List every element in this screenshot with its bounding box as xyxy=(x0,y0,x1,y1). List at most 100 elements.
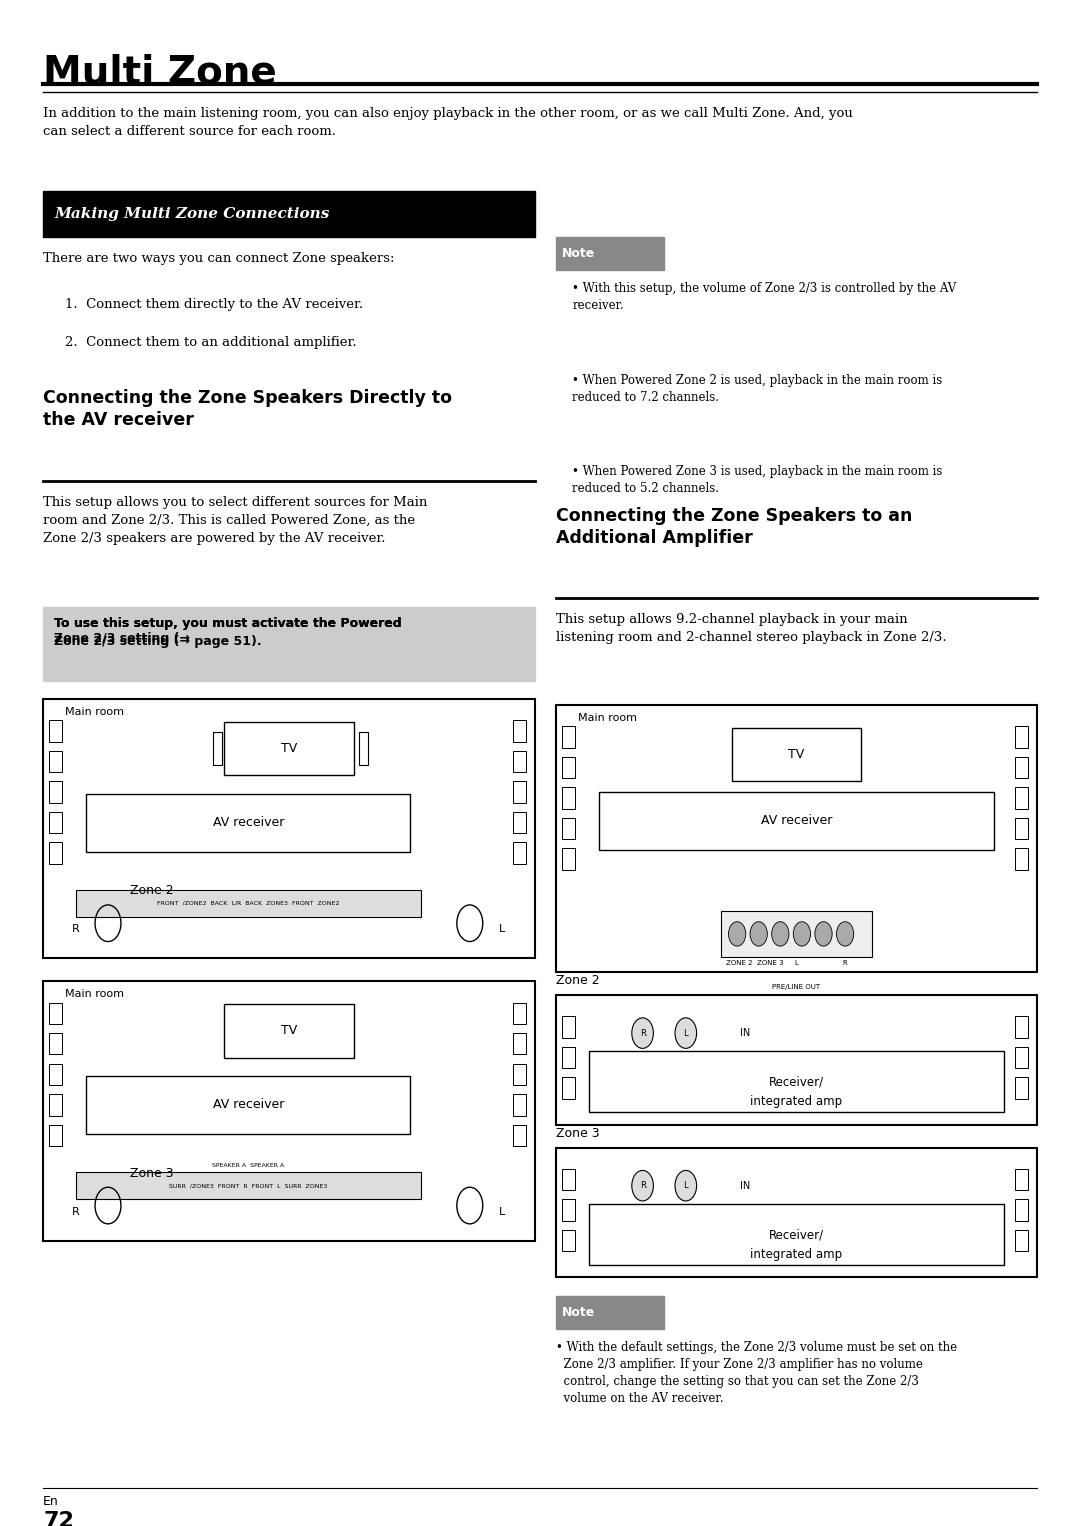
Text: PRE/LINE OUT: PRE/LINE OUT xyxy=(772,984,821,990)
Bar xyxy=(513,1003,526,1024)
Circle shape xyxy=(751,922,768,946)
Bar xyxy=(1015,1077,1028,1099)
Text: 72: 72 xyxy=(43,1511,75,1526)
Bar xyxy=(76,1172,421,1199)
Text: To use this setup, you must activate the Powered
Zone 2/3 setting (→: To use this setup, you must activate the… xyxy=(54,617,402,644)
Text: • With this setup, the volume of Zone 2/3 is controlled by the AV
receiver.: • With this setup, the volume of Zone 2/… xyxy=(572,282,957,313)
Circle shape xyxy=(772,922,788,946)
Bar xyxy=(1015,1169,1028,1190)
Bar xyxy=(562,848,575,870)
Text: En: En xyxy=(43,1495,59,1509)
Text: Main room: Main room xyxy=(578,713,637,723)
Bar xyxy=(589,1204,1004,1265)
Text: Connecting the Zone Speakers Directly to
the AV receiver: Connecting the Zone Speakers Directly to… xyxy=(43,389,453,429)
Bar xyxy=(43,981,535,1241)
Bar xyxy=(556,705,1037,972)
Text: integrated amp: integrated amp xyxy=(751,1096,842,1108)
Text: Multi Zone: Multi Zone xyxy=(43,53,276,92)
Bar xyxy=(43,607,535,681)
Bar xyxy=(721,911,873,957)
Text: Zone 2: Zone 2 xyxy=(556,974,599,987)
Text: Connecting the Zone Speakers to an
Additional Amplifier: Connecting the Zone Speakers to an Addit… xyxy=(556,507,913,546)
Text: 1.  Connect them directly to the AV receiver.: 1. Connect them directly to the AV recei… xyxy=(65,298,363,311)
Text: R: R xyxy=(639,1181,646,1190)
Bar xyxy=(556,1296,664,1329)
Bar xyxy=(562,1230,575,1251)
Text: SPEAKER A  SPEAKER A: SPEAKER A SPEAKER A xyxy=(213,1163,284,1169)
Bar xyxy=(562,1047,575,1068)
Circle shape xyxy=(632,1170,653,1201)
Bar xyxy=(1015,757,1028,778)
Text: 2.  Connect them to an additional amplifier.: 2. Connect them to an additional amplifi… xyxy=(65,336,356,349)
Bar xyxy=(562,757,575,778)
Text: TV: TV xyxy=(281,742,297,755)
Bar xyxy=(49,720,62,742)
Bar xyxy=(49,1125,62,1146)
Bar xyxy=(49,781,62,803)
Text: • When Powered Zone 2 is used, playback in the main room is
reduced to 7.2 chann: • When Powered Zone 2 is used, playback … xyxy=(572,374,943,404)
Bar xyxy=(86,794,410,852)
Bar xyxy=(556,237,664,270)
Bar xyxy=(359,732,367,765)
Text: Receiver/: Receiver/ xyxy=(769,1076,824,1088)
Bar xyxy=(1015,1199,1028,1221)
Circle shape xyxy=(632,1018,653,1048)
Text: Zone 2: Zone 2 xyxy=(130,884,173,897)
Circle shape xyxy=(675,1170,697,1201)
Bar xyxy=(1015,787,1028,809)
Text: To use this setup, you must activate the Powered
Zone 2/3 setting (→ page 51).: To use this setup, you must activate the… xyxy=(54,617,402,644)
Bar xyxy=(76,890,421,917)
Bar xyxy=(513,1094,526,1116)
Circle shape xyxy=(793,922,810,946)
Bar xyxy=(214,732,222,765)
Text: Main room: Main room xyxy=(65,707,124,717)
Bar xyxy=(556,995,1037,1125)
Text: L: L xyxy=(684,1029,688,1038)
Text: This setup allows you to select different sources for Main
room and Zone 2/3. Th: This setup allows you to select differen… xyxy=(43,496,428,545)
Text: • With the default settings, the Zone 2/3 volume must be set on the
  Zone 2/3 a: • With the default settings, the Zone 2/… xyxy=(556,1341,957,1405)
Bar xyxy=(43,699,535,958)
Bar xyxy=(556,1148,1037,1277)
Bar xyxy=(49,1094,62,1116)
Bar xyxy=(732,728,862,781)
Bar xyxy=(562,726,575,748)
Text: L: L xyxy=(795,960,798,966)
Text: R: R xyxy=(842,960,848,966)
Bar xyxy=(49,1003,62,1024)
Circle shape xyxy=(675,1018,697,1048)
Bar xyxy=(513,1125,526,1146)
Bar xyxy=(1015,1047,1028,1068)
Text: SURR  /ZONE3  FRONT  R  FRONT  L  SURR  ZONE3: SURR /ZONE3 FRONT R FRONT L SURR ZONE3 xyxy=(170,1183,327,1189)
Text: R: R xyxy=(71,1207,80,1216)
Text: There are two ways you can connect Zone speakers:: There are two ways you can connect Zone … xyxy=(43,252,394,266)
Bar xyxy=(225,722,354,775)
Text: AV receiver: AV receiver xyxy=(213,1099,284,1111)
Text: IN: IN xyxy=(740,1181,750,1190)
Bar xyxy=(1015,1230,1028,1251)
Text: Note: Note xyxy=(562,247,595,259)
Text: Main room: Main room xyxy=(65,989,124,1000)
Text: • When Powered Zone 3 is used, playback in the main room is
reduced to 5.2 chann: • When Powered Zone 3 is used, playback … xyxy=(572,465,943,496)
Bar xyxy=(599,792,994,850)
Bar xyxy=(589,1051,1004,1112)
Bar xyxy=(49,1064,62,1085)
Text: TV: TV xyxy=(788,748,805,761)
Text: Zone 3: Zone 3 xyxy=(556,1126,599,1140)
Bar xyxy=(562,1169,575,1190)
Bar xyxy=(513,1064,526,1085)
Bar xyxy=(562,787,575,809)
Bar xyxy=(562,818,575,839)
Bar xyxy=(49,751,62,772)
Bar xyxy=(1015,726,1028,748)
Text: Zone 3: Zone 3 xyxy=(130,1166,173,1180)
Bar xyxy=(49,842,62,864)
Text: ZONE 2  ZONE 3: ZONE 2 ZONE 3 xyxy=(726,960,784,966)
Bar xyxy=(513,812,526,833)
Bar xyxy=(513,842,526,864)
Text: To use this setup, you must activate the Powered
Zone 2/3 setting (→ page 51).: To use this setup, you must activate the… xyxy=(54,617,402,647)
Text: IN: IN xyxy=(740,1029,750,1038)
Text: L: L xyxy=(684,1181,688,1190)
Bar xyxy=(1015,848,1028,870)
Bar xyxy=(513,751,526,772)
Bar xyxy=(513,1033,526,1054)
